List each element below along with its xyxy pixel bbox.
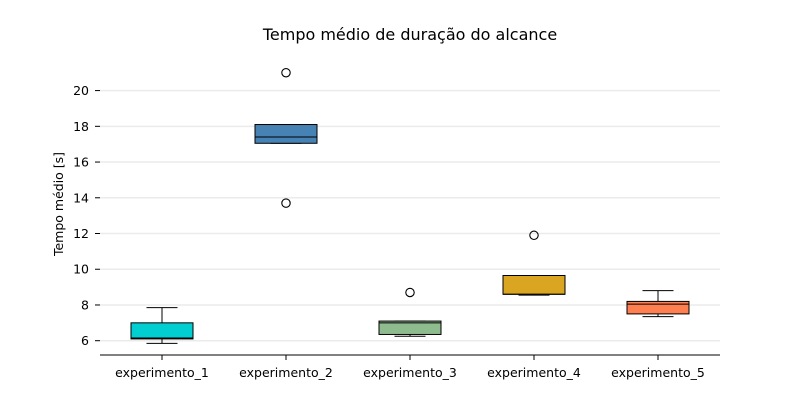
y-tick-label: 20 bbox=[73, 83, 89, 98]
x-tick-label: experimento_5 bbox=[611, 365, 705, 380]
y-tick-label: 10 bbox=[73, 262, 89, 277]
x-tick-label: experimento_4 bbox=[487, 365, 581, 380]
y-tick-label: 6 bbox=[81, 333, 89, 348]
x-axis: experimento_1 experimento_2 experimento_3 e… bbox=[100, 354, 720, 380]
x-tick-label: experimento_2 bbox=[239, 365, 333, 380]
box-iqr bbox=[626, 300, 690, 315]
box-iqr bbox=[130, 322, 194, 340]
chart-title: Tempo médio de duração do alcance bbox=[262, 25, 557, 44]
box-experimento_1 bbox=[130, 307, 194, 344]
x-tick-label: experimento_1 bbox=[115, 365, 209, 380]
y-tick-label: 12 bbox=[73, 226, 89, 241]
boxes bbox=[130, 67, 690, 344]
y-axis: 6 8 10 12 14 16 18 20 bbox=[73, 83, 100, 348]
box-iqr bbox=[378, 320, 442, 335]
outlier-point bbox=[405, 287, 415, 298]
y-axis-label: Tempo médio [s] bbox=[51, 152, 66, 257]
x-tick-label: experimento_3 bbox=[363, 365, 457, 380]
y-tick-label: 8 bbox=[81, 297, 89, 312]
gridlines bbox=[100, 89, 720, 342]
y-tick-label: 14 bbox=[73, 190, 89, 205]
box-iqr bbox=[254, 124, 318, 144]
box-experimento_4 bbox=[502, 230, 566, 296]
y-tick-label: 16 bbox=[73, 155, 89, 170]
y-tick-label: 18 bbox=[73, 119, 89, 134]
box-experimento_3 bbox=[378, 287, 442, 337]
outlier-point bbox=[281, 198, 291, 208]
outlier-point bbox=[281, 67, 291, 78]
box-iqr bbox=[502, 274, 566, 295]
outlier-point bbox=[529, 230, 539, 241]
box-experimento_2 bbox=[254, 67, 318, 208]
box-experimento_5 bbox=[626, 290, 690, 318]
